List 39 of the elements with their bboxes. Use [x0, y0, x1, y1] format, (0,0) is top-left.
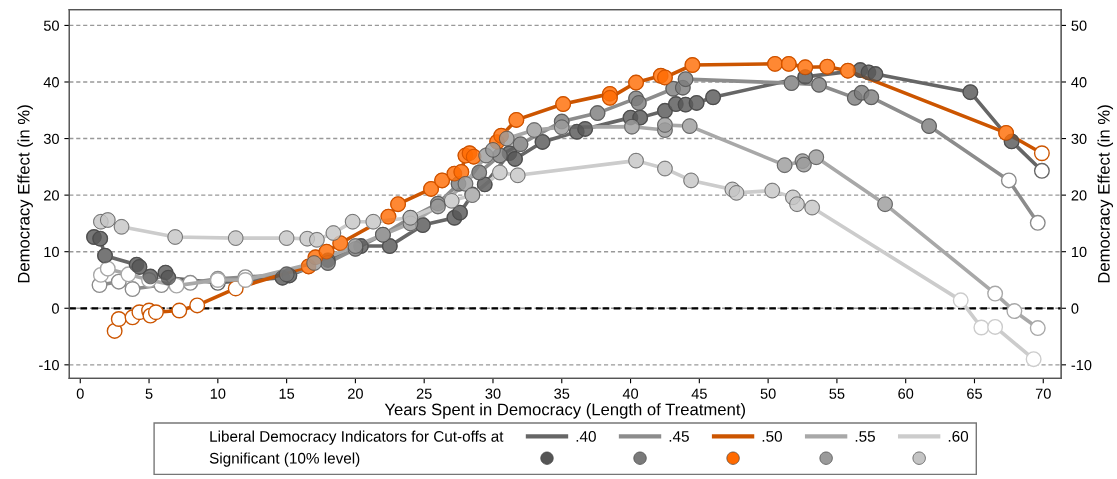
y2-axis-title: Democracy Effect (in %)	[1097, 105, 1114, 283]
legend-title: Liberal Democracy Indicators for Cut-offs at	[210, 430, 504, 445]
y2-tick-label: 40	[1071, 77, 1087, 88]
y-tick-label: 10	[44, 246, 59, 258]
x-tick-label: 20	[348, 388, 363, 399]
y2-tick-label: 30	[1071, 133, 1087, 144]
x-tick-label: 35	[554, 388, 570, 399]
x-tick-label: 30	[485, 388, 501, 399]
legend-label: .40	[576, 430, 596, 442]
x-tick-label: 45	[691, 388, 707, 399]
x-tick-label: 65	[967, 388, 982, 399]
x-tick-label: 55	[829, 388, 845, 399]
y2-tick-label: 10	[1071, 246, 1087, 258]
y-tick-label: 50	[43, 20, 59, 31]
y-tick-label: 20	[44, 190, 59, 201]
x-tick-label: 50	[760, 388, 776, 399]
x-tick-label: 40	[622, 388, 639, 399]
y2-tick-label: 50	[1071, 20, 1087, 31]
x-tick-label: 60	[898, 388, 914, 399]
y-tick-label: 40	[43, 77, 59, 88]
x-axis-title: Years Spent in Democracy (Length of Treatment)	[384, 403, 745, 419]
x-tick-label: 25	[416, 388, 432, 399]
y2-tick-label: 0	[1071, 303, 1079, 314]
x-tick-label: 15	[279, 388, 295, 399]
y2-tick-label: 20	[1071, 190, 1087, 201]
y-tick-label: 30	[43, 133, 59, 144]
legend-label: .55	[855, 431, 875, 442]
y2-tick-label: -10	[1071, 359, 1092, 371]
y-axis-title: Democracy Effect (in %)	[17, 105, 33, 283]
x-tick-label: 5	[145, 388, 153, 399]
text: Significant (10% level)	[209, 452, 360, 467]
y-tick-label: -10	[39, 359, 59, 371]
x-tick-label: 10	[210, 388, 226, 399]
y-tick-label: 0	[51, 303, 59, 314]
legend-label: .45	[669, 431, 689, 442]
x-tick-label: 0	[76, 388, 84, 399]
legend-label: .50	[762, 430, 782, 442]
legend-label: .60	[948, 430, 969, 442]
x-tick-label: 70	[1035, 388, 1051, 399]
